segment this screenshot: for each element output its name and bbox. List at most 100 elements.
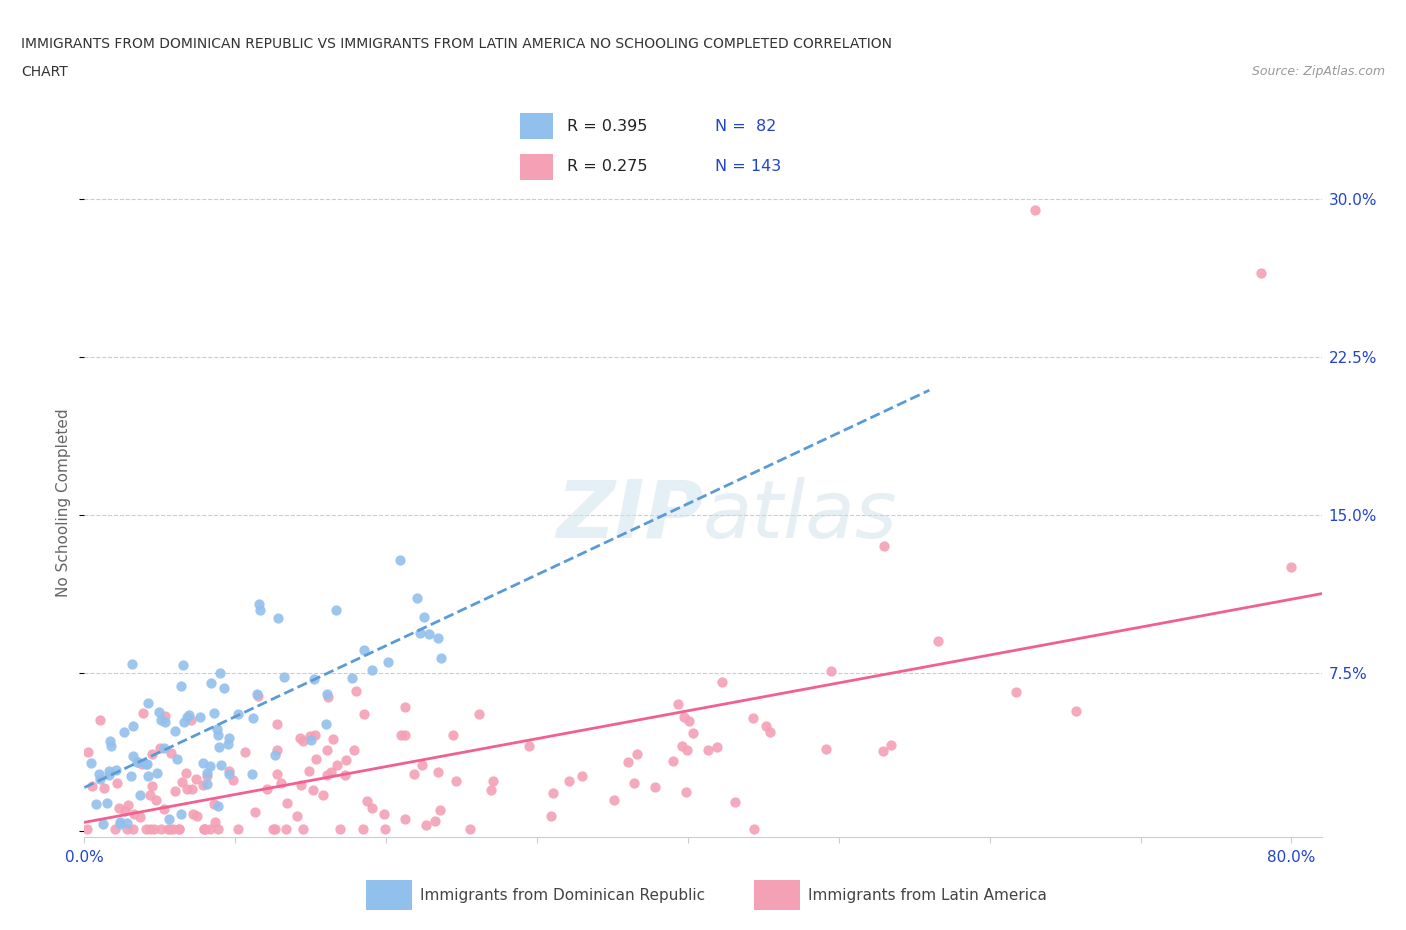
Point <box>136 696 159 711</box>
Point <box>176 710 198 724</box>
Point <box>169 821 191 836</box>
Point <box>288 731 311 746</box>
Point <box>344 684 367 698</box>
Point <box>360 662 382 677</box>
Point <box>180 782 202 797</box>
Point <box>724 794 747 809</box>
Point <box>145 792 167 807</box>
Point <box>249 602 271 617</box>
Point <box>170 679 193 694</box>
Point <box>335 767 357 782</box>
Point <box>264 748 287 763</box>
Point <box>274 821 297 836</box>
Point <box>413 610 436 625</box>
Point <box>322 732 344 747</box>
Point <box>352 821 374 836</box>
Point <box>1064 704 1087 719</box>
Point <box>163 784 186 799</box>
Point <box>153 714 176 729</box>
Point <box>198 821 221 836</box>
Point <box>360 801 382 816</box>
Text: Source: ZipAtlas.com: Source: ZipAtlas.com <box>1251 65 1385 78</box>
Point <box>132 706 155 721</box>
Point <box>200 676 222 691</box>
Point <box>96 796 118 811</box>
Text: N =  82: N = 82 <box>716 119 776 134</box>
Point <box>124 806 146 821</box>
Point <box>290 777 312 792</box>
Point <box>675 784 697 799</box>
Point <box>676 743 699 758</box>
Point <box>246 688 269 703</box>
Point <box>880 737 903 752</box>
Point <box>146 766 169 781</box>
Point <box>266 766 288 781</box>
Point <box>441 728 464 743</box>
Bar <box>520 113 554 140</box>
Text: atlas: atlas <box>703 476 898 554</box>
Point <box>135 757 157 772</box>
Point <box>389 553 412 568</box>
Point <box>122 821 145 836</box>
Point <box>302 671 325 686</box>
Point <box>136 757 159 772</box>
Point <box>299 729 322 744</box>
Point <box>84 796 107 811</box>
Point <box>121 749 143 764</box>
Point <box>217 737 239 751</box>
Point <box>186 808 208 823</box>
Point <box>666 697 689 711</box>
Text: CHART: CHART <box>21 65 67 79</box>
Point <box>188 710 211 724</box>
Bar <box>754 880 800 910</box>
Point <box>207 728 229 743</box>
Point <box>202 796 225 811</box>
Point <box>139 821 162 836</box>
Point <box>226 707 249 722</box>
Point <box>98 764 121 778</box>
Point <box>759 724 782 739</box>
Point <box>240 767 263 782</box>
Point <box>138 769 160 784</box>
Point <box>673 709 696 724</box>
Point <box>1281 560 1303 575</box>
Point <box>315 743 337 758</box>
Text: R = 0.275: R = 0.275 <box>567 159 647 174</box>
Point <box>820 664 842 679</box>
Point <box>246 686 269 701</box>
Point <box>927 634 949 649</box>
Point <box>377 655 399 670</box>
Text: N = 143: N = 143 <box>716 159 782 174</box>
Point <box>128 788 150 803</box>
Point <box>208 739 231 754</box>
Point <box>129 810 152 825</box>
Point <box>135 821 157 836</box>
Point <box>195 765 218 780</box>
Point <box>302 782 325 797</box>
Text: IMMIGRANTS FROM DOMINICAN REPUBLIC VS IMMIGRANTS FROM LATIN AMERICA NO SCHOOLING: IMMIGRANTS FROM DOMINICAN REPUBLIC VS IM… <box>21 37 891 51</box>
Point <box>209 758 232 773</box>
Point <box>108 815 131 830</box>
Point <box>446 774 468 789</box>
Point <box>571 768 593 783</box>
Point <box>316 767 339 782</box>
Point <box>315 717 337 732</box>
Point <box>139 788 162 803</box>
Point <box>115 821 138 836</box>
Point <box>273 670 295 684</box>
Point <box>242 711 264 725</box>
Point <box>153 802 176 817</box>
Point <box>89 772 111 787</box>
Point <box>872 743 894 758</box>
Point <box>697 742 720 757</box>
Point <box>755 718 778 733</box>
Point <box>682 725 704 740</box>
Point <box>180 712 202 727</box>
Point <box>661 754 683 769</box>
Point <box>100 738 122 753</box>
Point <box>193 821 215 836</box>
Point <box>166 751 188 766</box>
Point <box>318 690 340 705</box>
Point <box>162 821 184 836</box>
Point <box>394 728 416 743</box>
